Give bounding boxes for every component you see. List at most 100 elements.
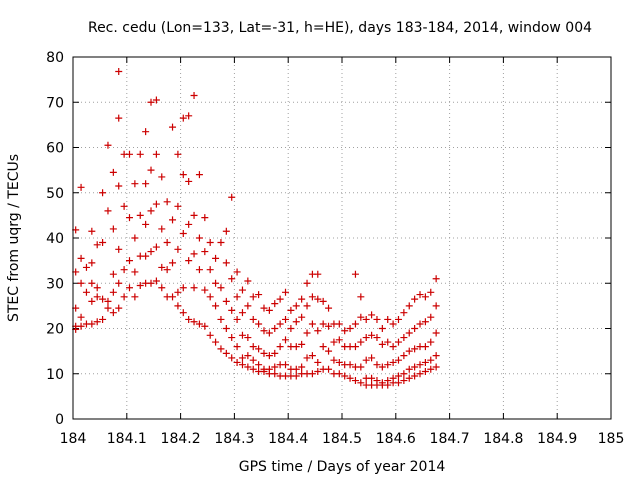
data-point [308, 352, 316, 360]
data-point [82, 263, 90, 271]
data-point [217, 284, 225, 292]
data-point [276, 295, 284, 303]
data-point [125, 214, 133, 222]
x-tick-label: 185 [598, 431, 625, 447]
data-point [190, 318, 198, 326]
data-point [238, 354, 246, 362]
data-point [131, 293, 139, 301]
data-point [82, 288, 90, 296]
y-axis-label: STEC from uqrg / TECUs [6, 154, 22, 322]
data-point [206, 293, 214, 301]
data-point [271, 300, 279, 308]
data-point [152, 277, 160, 285]
data-point [217, 345, 225, 353]
data-point [115, 182, 123, 190]
data-point [394, 338, 402, 346]
data-point [389, 343, 397, 351]
data-point [233, 358, 241, 366]
y-tick-label: 30 [46, 276, 64, 292]
data-point [104, 141, 112, 149]
data-point [77, 322, 85, 330]
data-point [260, 304, 268, 312]
data-point [179, 229, 187, 237]
data-point [228, 334, 236, 342]
data-point [357, 313, 365, 321]
data-point [115, 114, 123, 122]
data-point [158, 173, 166, 181]
data-point [325, 322, 333, 330]
data-point [400, 309, 408, 317]
data-point [308, 320, 316, 328]
data-point [142, 128, 150, 136]
data-point [125, 284, 133, 292]
data-point [362, 356, 370, 364]
data-point [411, 372, 419, 380]
data-point [185, 257, 193, 265]
data-point [260, 349, 268, 357]
data-point [169, 293, 177, 301]
data-point [276, 343, 284, 351]
data-point [93, 318, 101, 326]
data-point [341, 327, 349, 335]
data-point [368, 354, 376, 362]
data-point [384, 315, 392, 323]
data-point [384, 361, 392, 369]
data-point [303, 302, 311, 310]
data-point [384, 338, 392, 346]
x-tick-label: 184.4 [268, 431, 308, 447]
data-point [93, 241, 101, 249]
data-point [142, 180, 150, 188]
data-point [195, 171, 203, 179]
data-point [265, 352, 273, 360]
data-point [99, 189, 107, 197]
y-tick-label: 80 [46, 50, 64, 66]
data-point [212, 338, 220, 346]
data-point [152, 200, 160, 208]
data-point [109, 225, 117, 233]
data-point [158, 263, 166, 271]
data-point [416, 370, 424, 378]
data-point [292, 302, 300, 310]
data-point [314, 358, 322, 366]
data-point [373, 361, 381, 369]
data-point [212, 254, 220, 262]
data-point [325, 365, 333, 373]
data-point [222, 259, 230, 267]
data-point [378, 340, 386, 348]
data-point [400, 334, 408, 342]
data-point [195, 320, 203, 328]
data-point [314, 270, 322, 278]
data-point [389, 320, 397, 328]
data-point [330, 356, 338, 364]
data-point [77, 183, 85, 191]
x-tick-label: 184.6 [376, 431, 416, 447]
data-point [400, 370, 408, 378]
data-point [93, 293, 101, 301]
data-point [411, 363, 419, 371]
data-point [185, 315, 193, 323]
data-point [292, 343, 300, 351]
data-point [427, 313, 435, 321]
data-point [93, 284, 101, 292]
data-point [88, 320, 96, 328]
data-point [303, 329, 311, 337]
x-tick-label: 184.1 [107, 431, 147, 447]
data-point [115, 245, 123, 253]
data-point [222, 297, 230, 305]
data-point [335, 370, 343, 378]
data-point [368, 374, 376, 382]
data-point [255, 320, 263, 328]
data-point [308, 370, 316, 378]
data-point [373, 315, 381, 323]
data-point [206, 239, 214, 247]
data-point [109, 168, 117, 176]
data-point [249, 365, 257, 373]
data-point [190, 211, 198, 219]
data-point [298, 313, 306, 321]
data-point [163, 198, 171, 206]
data-point [421, 343, 429, 351]
y-tick-label: 10 [46, 367, 64, 383]
data-point [287, 306, 295, 314]
data-point [255, 361, 263, 369]
